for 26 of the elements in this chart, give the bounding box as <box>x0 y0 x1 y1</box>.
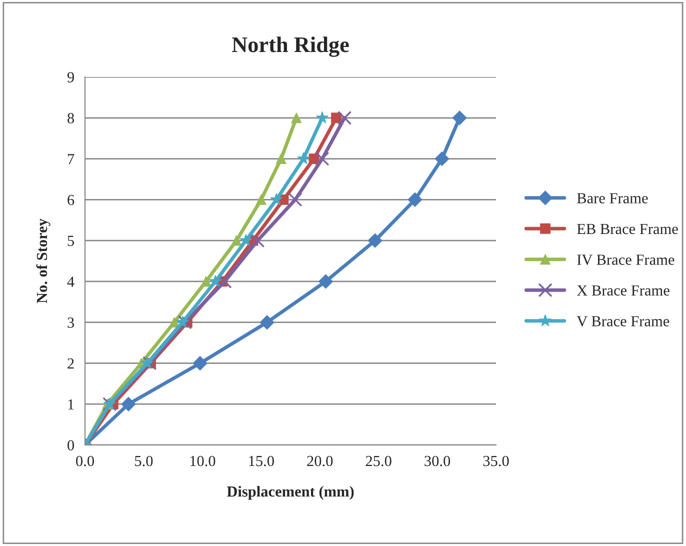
legend-label: IV Brace Frame <box>577 254 674 265</box>
y-tick-label: 3 <box>68 318 74 328</box>
legend-label: Bare Frame <box>577 193 648 204</box>
x-tick-label: 25.0 <box>366 456 392 466</box>
legend-label: EB Brace Frame <box>577 224 678 234</box>
x-tick-label: 0.0 <box>76 456 94 466</box>
y-tick-label: 0 <box>68 440 74 450</box>
x-tick-label: 20.0 <box>307 456 333 466</box>
y-tick-label: 6 <box>68 194 74 206</box>
x-tick-label: 5.0 <box>135 456 153 466</box>
y-tick-label: 4 <box>67 276 74 287</box>
chart-title: North Ridge <box>232 36 349 57</box>
x-tick-label: 35.0 <box>483 456 509 466</box>
y-tick-label: 2 <box>68 358 74 369</box>
x-axis-title: Displacement (mm) <box>226 486 354 500</box>
y-tick-label: 9 <box>67 72 74 82</box>
x-tick-label: 10.0 <box>190 456 216 466</box>
y-tick-label: 8 <box>68 113 74 124</box>
x-tick-label: 30.0 <box>424 456 450 466</box>
x-tick-label: 15.0 <box>249 456 274 466</box>
legend-label: V Brace Frame <box>576 316 670 326</box>
y-axis-title: No. of Storey <box>36 218 50 304</box>
legend-label: X Brace Frame <box>576 285 670 296</box>
y-tick-label: 7 <box>68 154 74 164</box>
y-tick-label: 1 <box>68 399 74 410</box>
y-tick-label: 5 <box>68 236 74 246</box>
